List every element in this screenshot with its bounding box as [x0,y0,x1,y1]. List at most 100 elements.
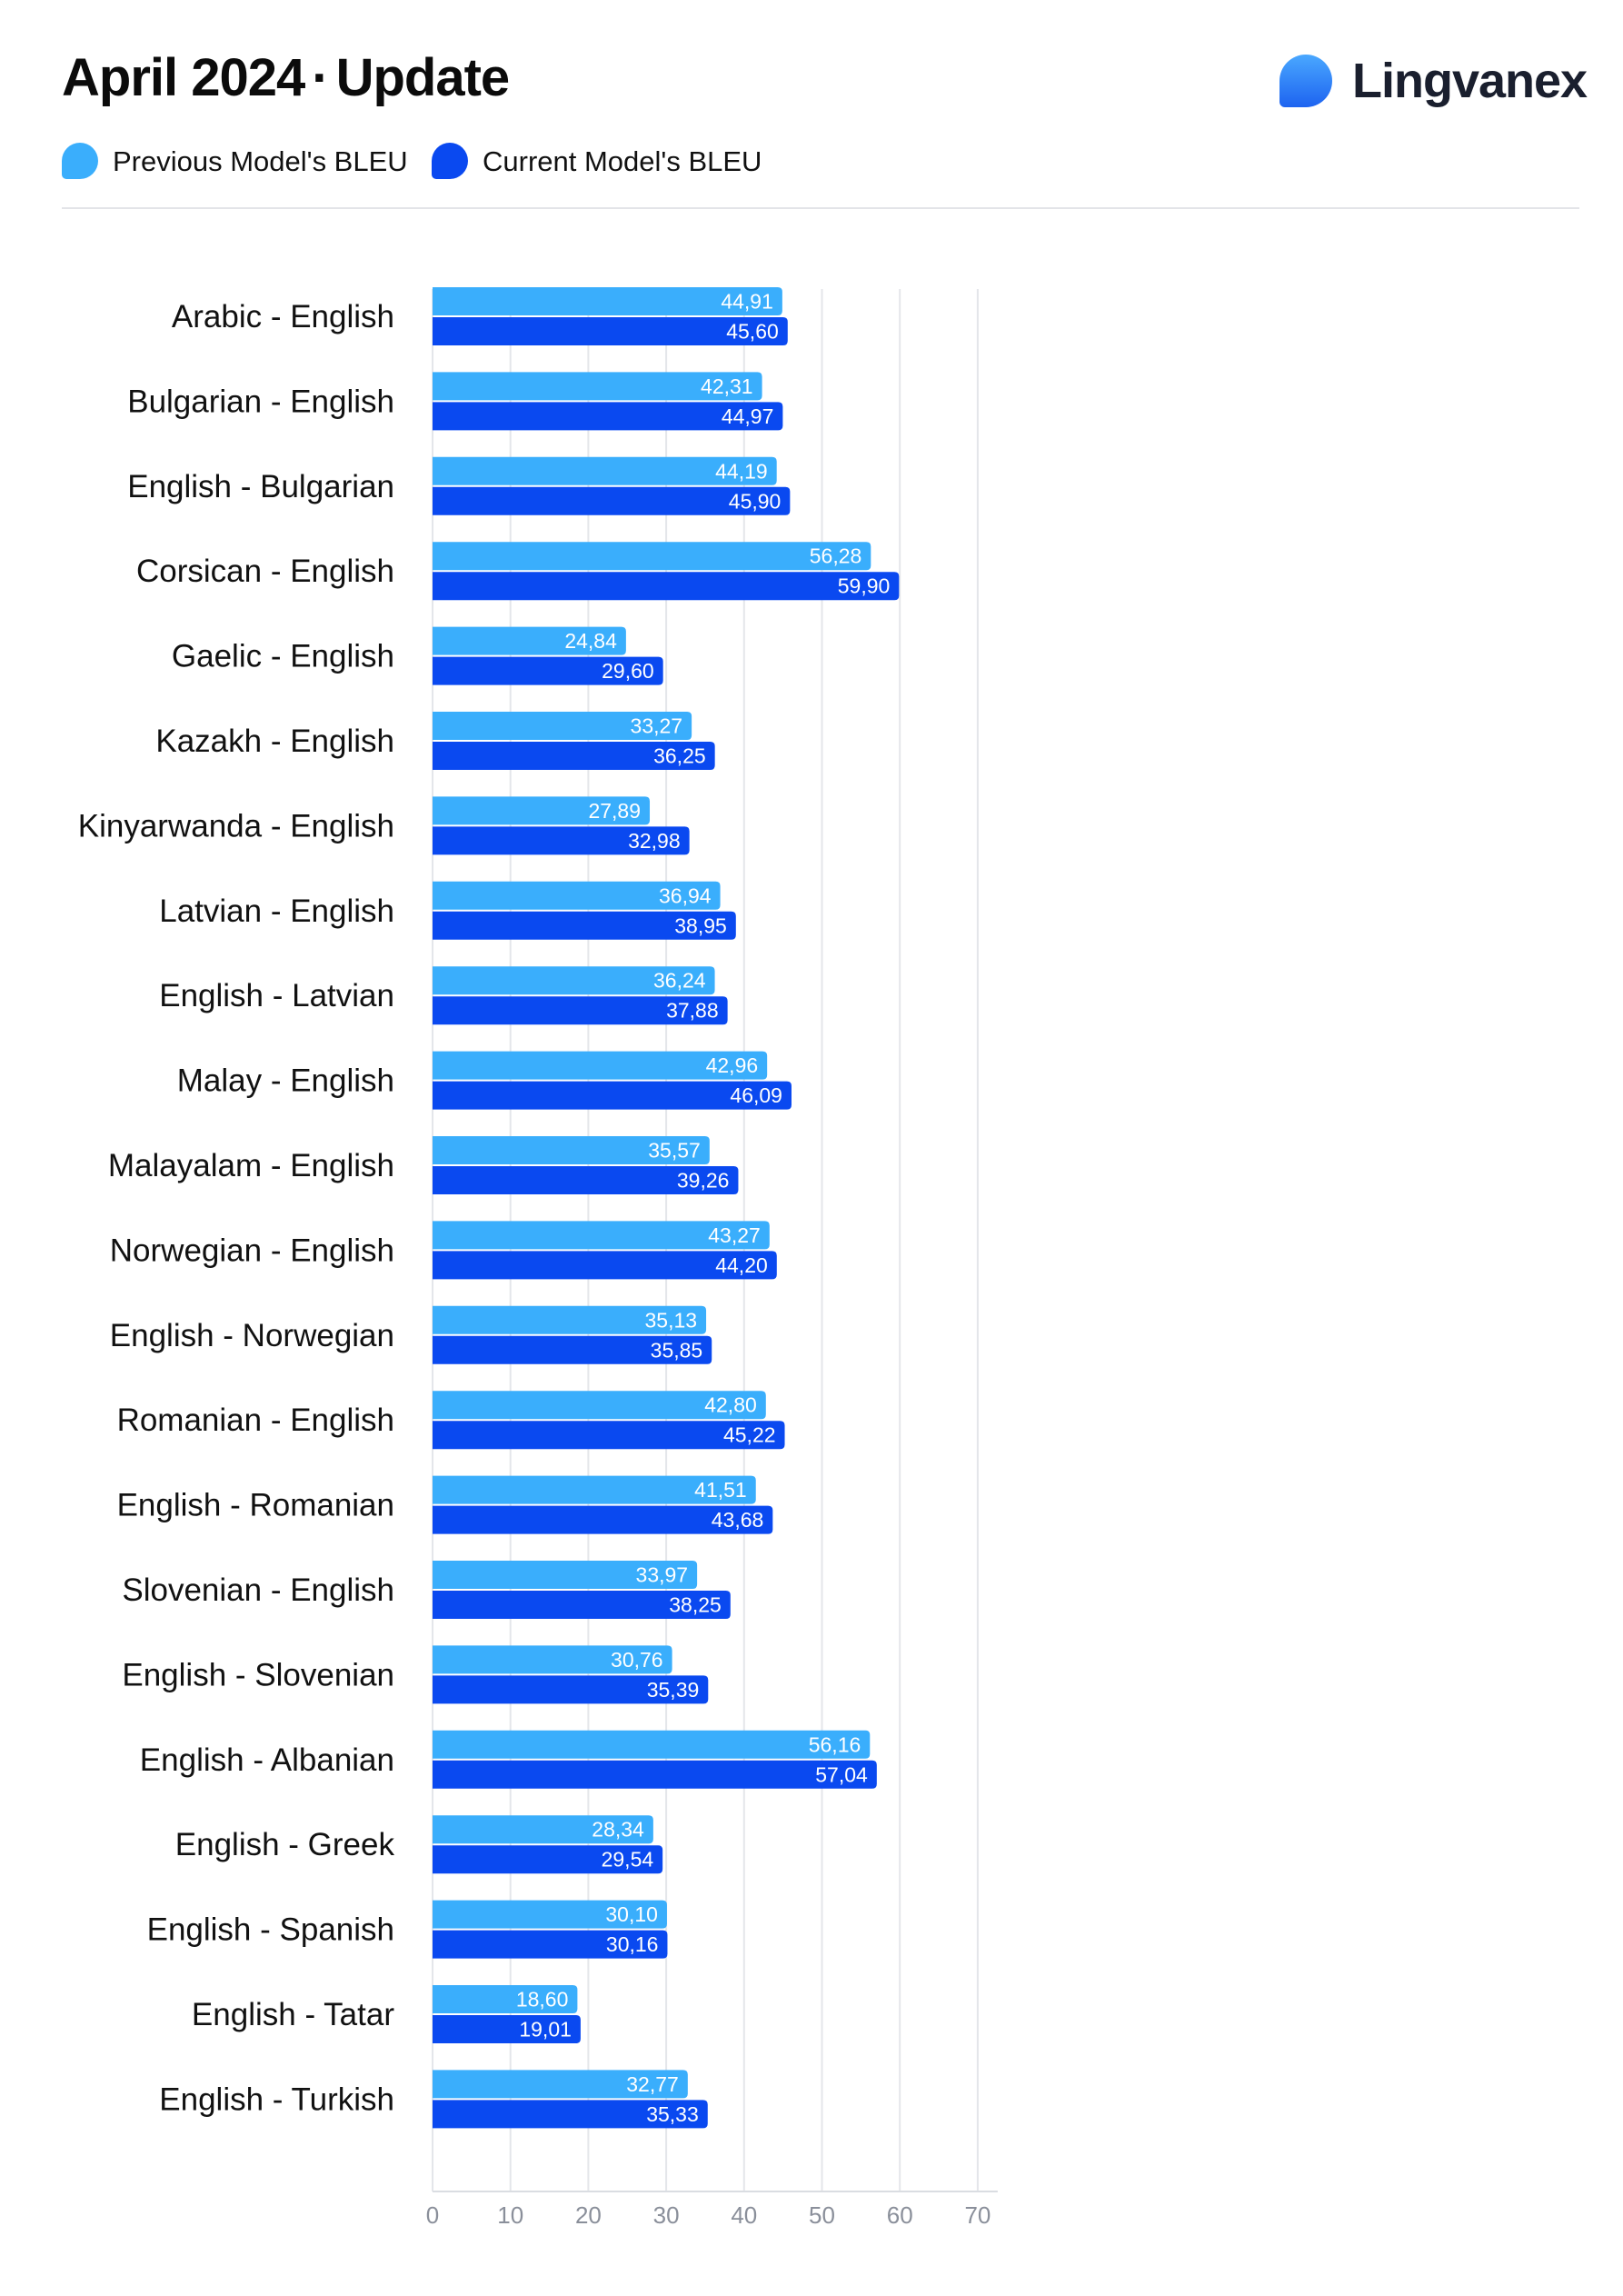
category-label: English - Turkish [159,2081,394,2117]
value-label-previous: 42,80 [704,1393,757,1417]
bar-current [433,826,690,855]
bar-current [433,2100,708,2129]
bar-previous [433,372,762,401]
value-label-previous: 30,10 [605,1902,658,1926]
category-label: Slovenian - English [122,1572,394,1608]
category-label: English - Norwegian [110,1318,394,1353]
x-tick-label: 10 [497,2201,523,2229]
bar-current [433,1930,668,1959]
bar-current [433,1845,663,1874]
header-divider [62,207,1579,209]
bar-current [433,1081,792,1110]
category-label: Kazakh - English [155,724,394,759]
value-label-current: 37,88 [666,999,719,1023]
x-tick-label: 20 [575,2201,602,2229]
bar-current [433,1421,785,1450]
bars [433,287,900,2129]
bar-previous [433,2070,688,2099]
value-label-current: 32,98 [628,829,681,853]
category-label: English - Tatar [192,1997,394,2032]
bar-previous [433,287,782,315]
value-label-previous: 41,51 [694,1478,747,1502]
title-date: April 2024 [62,48,305,107]
value-label-previous: 32,77 [626,2072,679,2096]
x-tick-label: 70 [964,2201,991,2229]
value-label-previous: 43,27 [708,1223,761,1247]
title-separator: · [312,48,329,107]
bar-previous [433,1900,667,1929]
category-label: English - Bulgarian [127,469,394,504]
category-label: English - Romanian [117,1488,394,1523]
value-label-previous: 28,34 [592,1818,644,1842]
value-label-current: 45,90 [729,489,782,513]
bar-current [433,1675,709,1704]
category-label: English - Slovenian [122,1657,394,1692]
bar-current [433,1335,712,1364]
category-label: Bulgarian - English [127,384,394,419]
bar-previous [433,1985,578,2013]
value-label-previous: 30,76 [611,1648,663,1672]
value-label-current: 35,39 [647,1678,700,1702]
value-label-previous: 44,19 [715,459,768,483]
bar-current [433,996,728,1025]
bar-current [433,1166,739,1194]
value-label-current: 46,09 [730,1083,782,1107]
bar-previous [433,881,721,910]
bar-current [433,656,663,685]
value-label-previous: 42,96 [706,1053,759,1077]
value-label-current: 44,20 [715,1253,768,1277]
category-label: Norwegian - English [110,1233,394,1268]
category-label: Malay - English [177,1063,394,1099]
page-title: April 2024 · Update [62,47,510,108]
bar-current [433,742,715,770]
legend-label-current: Current Model's BLEU [483,145,762,177]
bar-previous [433,712,692,740]
legend-swatch-current [432,143,468,179]
value-label-previous: 33,97 [636,1563,689,1587]
bar-previous [433,966,715,995]
value-label-previous: 56,28 [810,544,862,568]
value-label-previous: 27,89 [588,799,641,823]
value-label-current: 36,25 [653,744,706,768]
category-label: English - Spanish [147,1912,394,1948]
value-label-current: 38,95 [674,913,727,937]
value-label-current: 45,60 [726,320,779,344]
bar-current [433,1591,731,1619]
value-label-current: 38,25 [669,1593,722,1617]
value-label-previous: 18,60 [516,1988,569,2011]
category-label: English - Albanian [140,1742,394,1778]
value-label-previous: 44,91 [721,290,773,314]
bar-previous [433,1475,756,1504]
value-label-current: 35,33 [646,2102,699,2126]
value-label-previous: 56,16 [809,1732,861,1756]
value-label-current: 44,97 [722,404,774,428]
legend-swatch-previous [62,143,98,179]
category-label: Malayalam - English [108,1148,394,1183]
bar-current [433,2015,581,2043]
value-label-current: 29,60 [602,659,654,683]
legend-label-previous: Previous Model's BLEU [113,145,408,177]
bar-current [433,1505,773,1534]
value-label-current: 35,85 [651,1338,703,1362]
value-label-previous: 42,31 [701,374,753,398]
value-label-current: 30,16 [606,1932,659,1956]
category-label: Corsican - English [136,554,394,589]
value-label-previous: 24,84 [564,629,617,653]
bar-current [433,402,783,431]
bar-previous [433,1730,871,1759]
category-label: Arabic - English [172,299,394,334]
bar-current [433,911,736,940]
x-tick-label: 40 [731,2201,757,2229]
brand-name: Lingvanex [1352,54,1588,108]
value-label-previous: 36,94 [659,883,712,907]
value-label-current: 43,68 [712,1508,764,1532]
lingvanex-logo-icon [1279,55,1332,107]
bar-current [433,1760,877,1789]
bar-current [433,1251,777,1280]
bar-current [433,486,791,515]
value-label-previous: 33,27 [631,714,683,738]
bar-previous [433,1645,672,1674]
value-label-previous: 35,57 [648,1139,701,1163]
value-label-current: 57,04 [815,1762,868,1786]
category-label: English - Greek [175,1827,395,1862]
